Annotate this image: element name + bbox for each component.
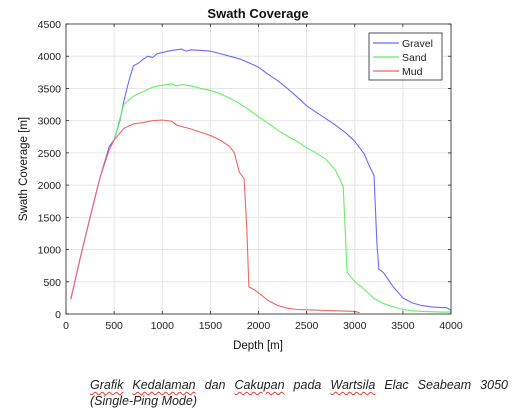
figure-caption: Grafik Kedalaman dan Cakupan pada Wartsi… — [90, 377, 508, 409]
y-tick-label: 4500 — [38, 19, 62, 31]
y-axis-label: Swath Coverage [m] — [18, 117, 30, 221]
caption-text: pada — [284, 378, 331, 392]
caption-text — [123, 378, 132, 392]
legend-label-gravel: Gravel — [402, 38, 433, 50]
tick-labels: 0 500 1000 1500 2000 2500 3000 3500 4000 0 500 1000… — [38, 19, 463, 332]
x-tick-label: 2000 — [247, 320, 271, 332]
series-line-sand — [113, 83, 451, 313]
y-tick-label: 500 — [43, 277, 61, 289]
caption-text: dan — [195, 378, 235, 392]
y-tick-label: 2500 — [38, 148, 62, 160]
caption-word: Cakupan — [234, 378, 285, 392]
caption-word: Grafik — [90, 378, 124, 392]
x-tick-label: 1000 — [151, 320, 175, 332]
chart-title: Swath Coverage — [207, 6, 308, 21]
legend-label-mud: Mud — [402, 66, 423, 78]
x-tick-label: 4000 — [439, 320, 463, 332]
y-tick-label: 3500 — [38, 83, 62, 95]
legend-label-sand: Sand — [402, 52, 427, 64]
y-tick-label: 2000 — [38, 180, 62, 192]
x-axis-label: Depth [m] — [233, 340, 283, 352]
y-tick-label: 4000 — [38, 51, 62, 63]
x-tick-label: 1500 — [199, 320, 223, 332]
x-tick-label: 3000 — [343, 320, 367, 332]
caption-word: Kedalaman — [132, 378, 196, 392]
x-tick-label: 500 — [105, 320, 123, 332]
x-tick-label: 3500 — [391, 320, 415, 332]
y-tick-label: 0 — [55, 309, 61, 321]
series-line-mud — [70, 119, 360, 314]
y-tick-label: 3000 — [38, 116, 62, 128]
legend: Gravel Sand Mud — [368, 32, 443, 81]
caption-word: Wartsila — [330, 378, 376, 392]
y-tick-label: 1500 — [38, 212, 62, 224]
y-tick-label: 1000 — [38, 245, 62, 257]
legend-box — [368, 32, 443, 81]
swath-coverage-chart: Swath Coverage 0 500 1000 1500 2000 2500 3000 3… — [18, 6, 463, 352]
caption-text: Elac Seabeam 3050 (Single-Ping Mode) — [90, 378, 508, 408]
x-tick-label: 2500 — [295, 320, 319, 332]
series-line-gravel — [70, 48, 452, 311]
axes — [65, 23, 452, 315]
x-tick-label: 0 — [63, 320, 69, 332]
series-layer — [70, 48, 452, 314]
